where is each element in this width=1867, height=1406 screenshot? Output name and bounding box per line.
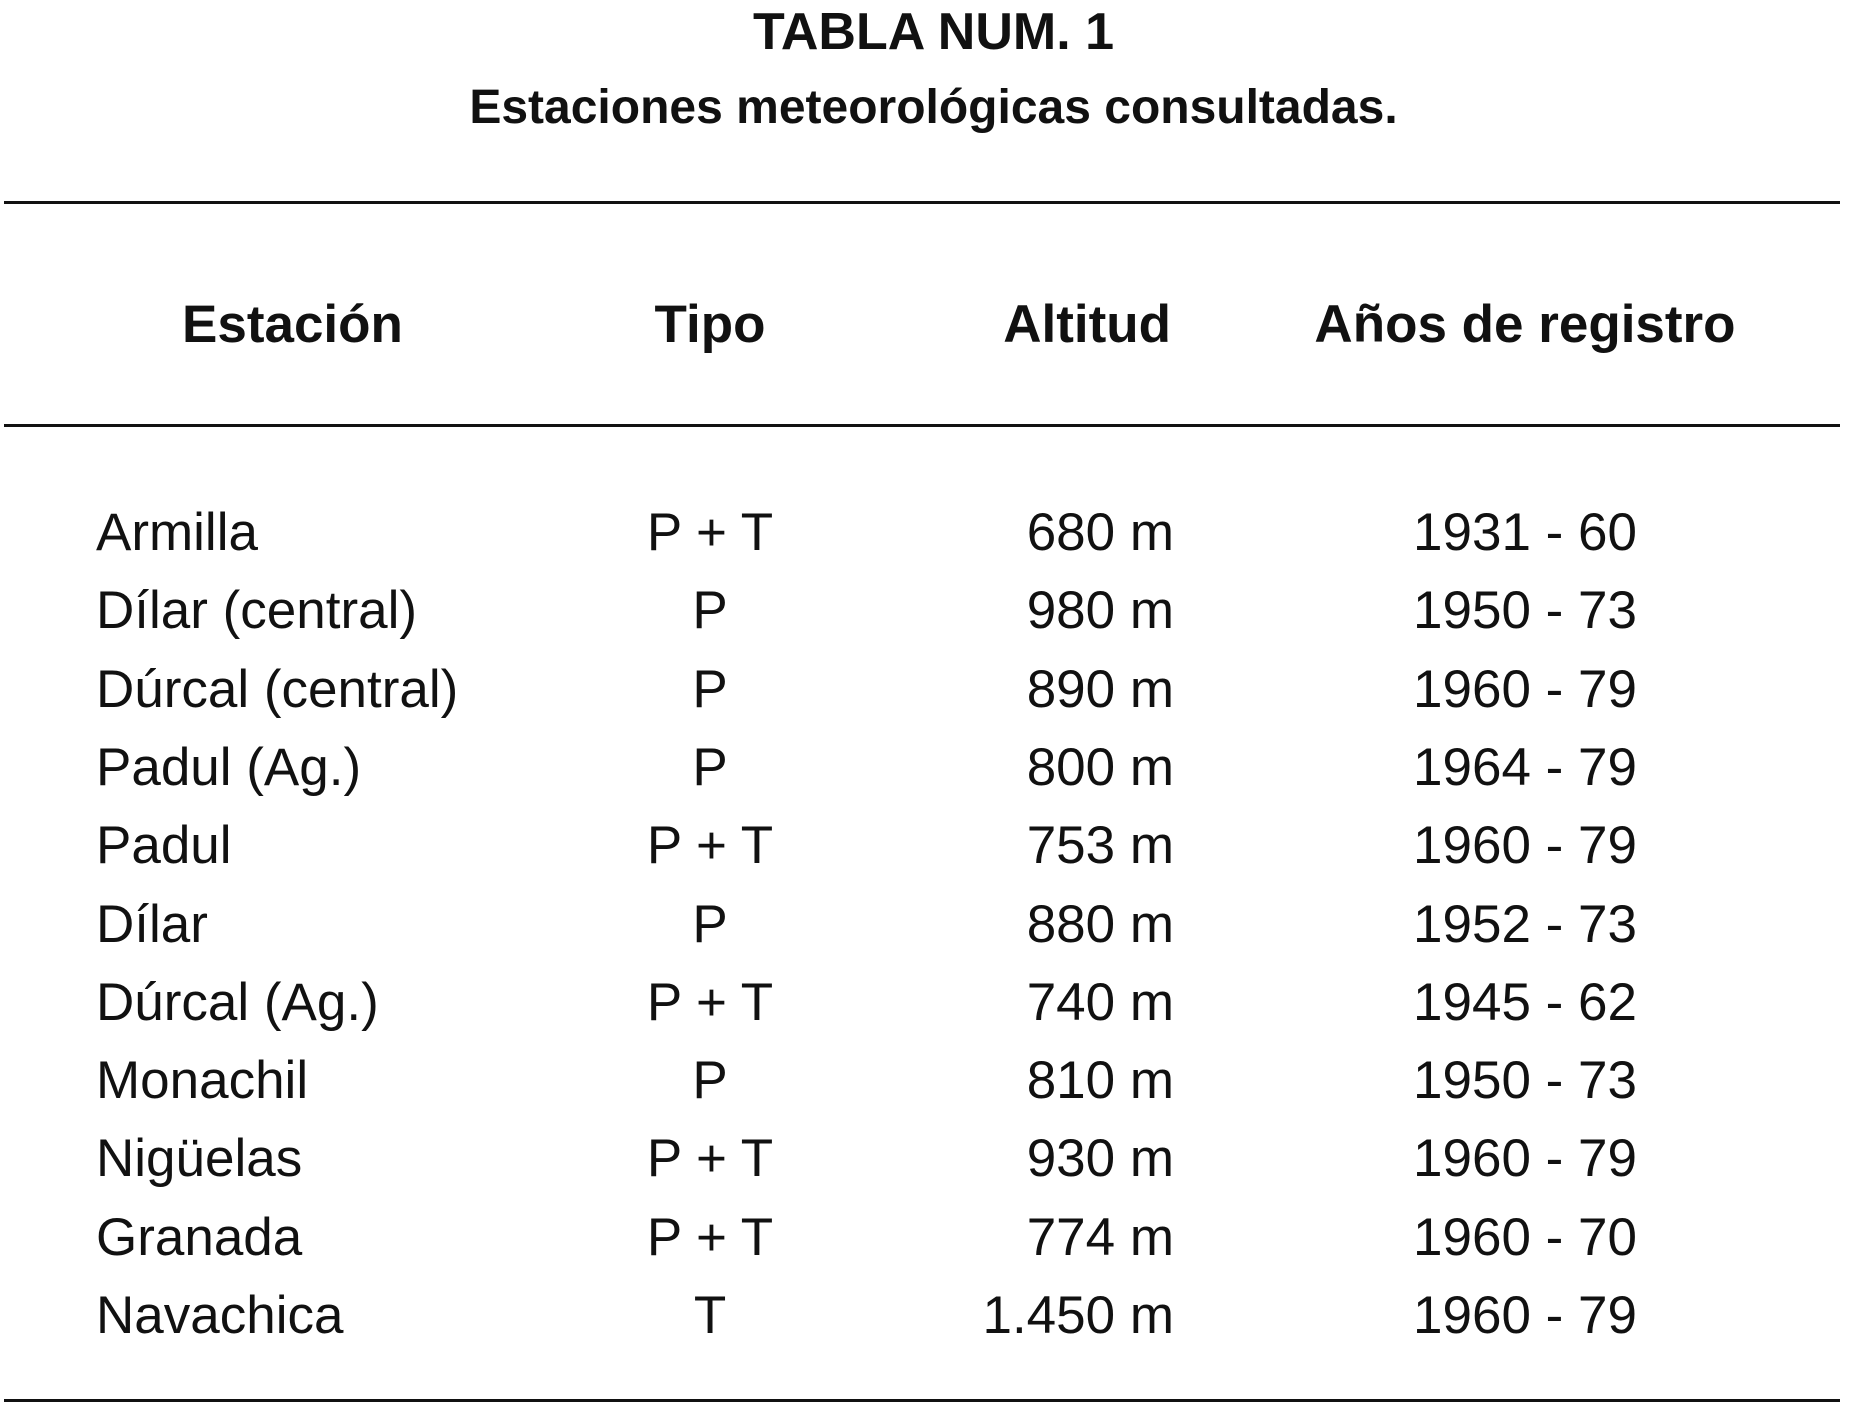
cell-estacion: Dúrcal (Ag.) <box>96 972 379 1032</box>
header-altitud: Altitud <box>1003 295 1171 354</box>
cell-tipo: P <box>692 1051 728 1111</box>
cell-altitud: 680 m <box>1026 503 1174 562</box>
cell-anos: 1960 - 79 <box>1413 659 1637 719</box>
cell-altitud: 930 m <box>1026 1129 1174 1189</box>
header-estacion: Estación <box>182 295 403 354</box>
cell-anos: 1960 - 79 <box>1413 1129 1637 1189</box>
table-subtitle: Estaciones meteorológicas consultadas. <box>469 81 1398 134</box>
cell-tipo: P + T <box>646 503 774 562</box>
cell-tipo: P + T <box>646 1207 774 1267</box>
top-rule <box>4 201 1840 204</box>
cell-anos: 1964 - 79 <box>1413 737 1637 797</box>
table-title: TABLA NUM. 1 <box>752 3 1115 61</box>
cell-altitud: 890 m <box>1026 659 1174 719</box>
cell-tipo: P <box>692 894 728 954</box>
cell-estacion: Dúrcal (central) <box>96 659 459 719</box>
header-rule <box>4 424 1840 427</box>
header-anos: Años de registro <box>1314 295 1736 354</box>
cell-anos: 1960 - 79 <box>1413 816 1637 876</box>
cell-anos: 1950 - 73 <box>1413 581 1637 641</box>
cell-altitud: 753 m <box>1026 816 1174 876</box>
cell-altitud: 810 m <box>1026 1051 1174 1111</box>
cell-altitud: 774 m <box>1026 1207 1174 1267</box>
cell-anos: 1945 - 62 <box>1413 972 1637 1032</box>
bottom-rule <box>4 1399 1840 1402</box>
cell-estacion: Nigüelas <box>96 1129 303 1189</box>
cell-anos: 1960 - 79 <box>1413 1286 1637 1345</box>
cell-tipo: P <box>692 659 728 719</box>
cell-estacion: Monachil <box>96 1051 309 1111</box>
cell-tipo: P <box>692 581 728 641</box>
cell-tipo: P + T <box>646 816 774 876</box>
cell-estacion: Padul (Ag.) <box>96 737 362 797</box>
cell-altitud: 1.450 m <box>982 1286 1174 1345</box>
cell-tipo: P + T <box>646 972 774 1032</box>
cell-anos: 1931 - 60 <box>1413 503 1637 562</box>
cell-tipo: P + T <box>646 1129 774 1189</box>
cell-anos: 1952 - 73 <box>1413 894 1637 954</box>
cell-altitud: 800 m <box>1026 737 1174 797</box>
cell-altitud: 740 m <box>1026 972 1174 1032</box>
cell-tipo: T <box>693 1286 727 1345</box>
cell-estacion: Granada <box>96 1207 303 1267</box>
cell-anos: 1950 - 73 <box>1413 1051 1637 1111</box>
header-tipo: Tipo <box>654 295 766 354</box>
cell-anos: 1960 - 70 <box>1413 1207 1637 1267</box>
cell-estacion: Padul <box>96 816 232 876</box>
cell-estacion: Dílar <box>96 894 208 954</box>
cell-altitud: 980 m <box>1026 581 1174 641</box>
cell-estacion: Armilla <box>96 503 258 562</box>
cell-tipo: P <box>692 737 728 797</box>
cell-altitud: 880 m <box>1026 894 1174 954</box>
cell-estacion: Navachica <box>96 1286 344 1345</box>
cell-estacion: Dílar (central) <box>96 581 418 641</box>
